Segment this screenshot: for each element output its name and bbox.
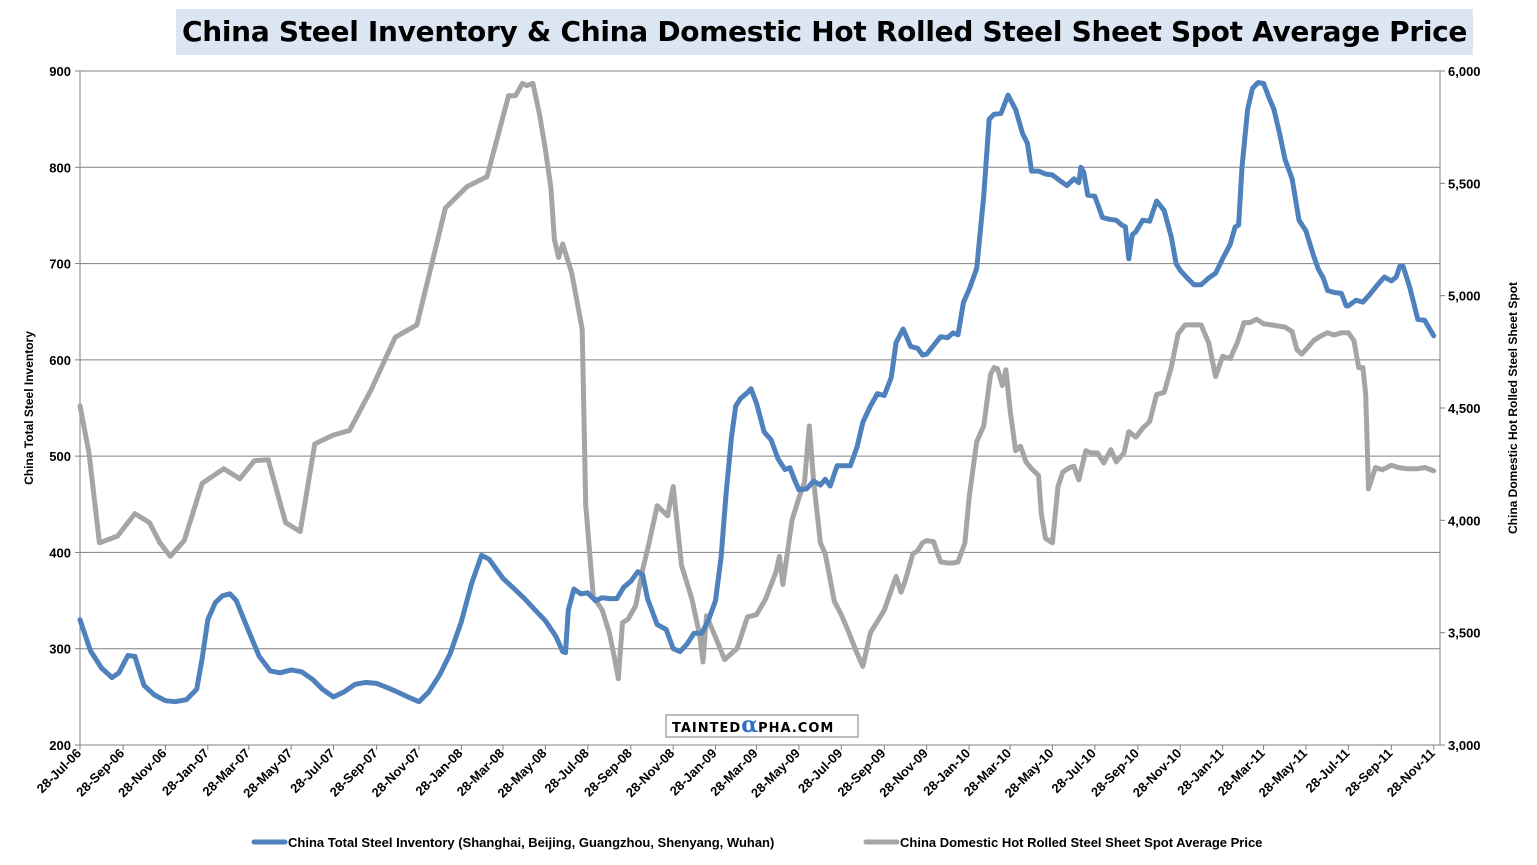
- watermark-text: TAINTEDαPHA.COM: [672, 712, 834, 738]
- watermark-alpha: α: [741, 712, 758, 738]
- watermark: TAINTEDαPHA.COM: [665, 712, 859, 738]
- y-axis-right-tick-label: 4,000: [1448, 513, 1481, 528]
- legend: China Total Steel Inventory (Shanghai, B…: [251, 835, 1262, 850]
- y-axis-left-tick-label: 200: [49, 738, 71, 753]
- gridlines: [80, 70, 1440, 650]
- series-line-inventory: [77, 80, 1437, 705]
- legend-label-price: China Domestic Hot Rolled Steel Sheet Sp…: [900, 835, 1262, 850]
- y-axis-right-tick-label: 3,500: [1448, 626, 1481, 641]
- chart-title: China Steel Inventory & China Domestic H…: [176, 9, 1474, 55]
- tick-labels: 200 300 400 500 600 700 800 900 3,000 3,500 4,000 4…: [34, 64, 1481, 801]
- y-axis-right-tick-label: 4,500: [1448, 401, 1481, 416]
- series-line-price: [77, 80, 1437, 682]
- y-axis-right-tick-label: 5,000: [1448, 289, 1481, 304]
- legend-label-inventory: China Total Steel Inventory (Shanghai, B…: [288, 835, 774, 850]
- y-axis-right-tick-label: 3,000: [1448, 738, 1481, 753]
- y-axis-left-tick-label: 900: [49, 64, 71, 79]
- y-axis-left-tick-label: 300: [49, 642, 71, 657]
- y-axis-left-tick-label: 500: [49, 449, 71, 464]
- watermark-text-after: PHA.COM: [758, 721, 834, 736]
- y-axis-left-tick-label: 400: [49, 545, 71, 560]
- watermark-box: [665, 714, 859, 738]
- y-axis-right-tick-label: 6,000: [1448, 64, 1481, 79]
- y-axis-left-tick-label: 600: [49, 353, 71, 368]
- watermark-text-before: TAINTED: [672, 721, 741, 736]
- y-axis-right-title: China Domestic Hot Rolled Steel Sheet Sp…: [1506, 282, 1520, 534]
- y-axis-left-tick-label: 700: [49, 257, 71, 272]
- y-axis-right-tick-label: 5,500: [1448, 176, 1481, 191]
- y-axis-left-tick-label: 800: [49, 160, 71, 175]
- y-axis-left-title: China Total Steel Inventory: [22, 331, 36, 485]
- series-lines: [77, 80, 1437, 705]
